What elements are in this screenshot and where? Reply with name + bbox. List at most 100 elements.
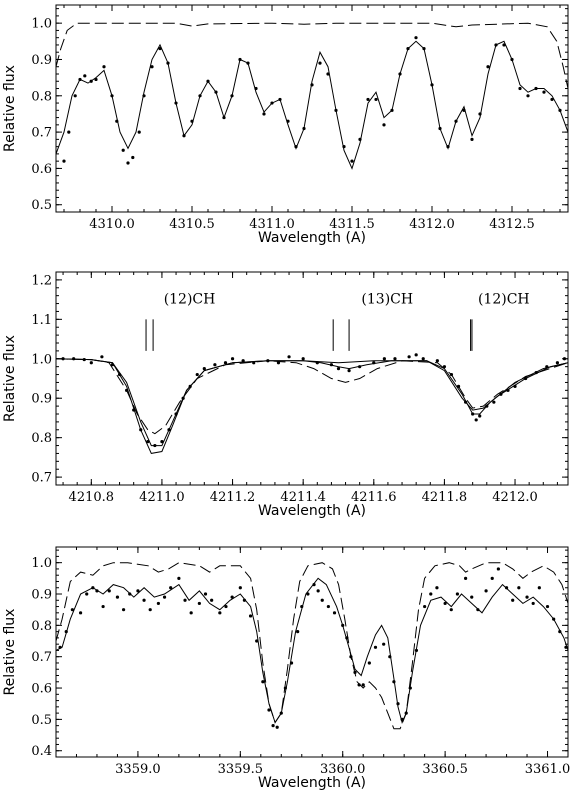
data-point [443, 601, 447, 606]
data-point [350, 159, 354, 163]
data-point [486, 65, 490, 69]
data-point [210, 598, 214, 602]
data-point [393, 357, 397, 361]
data-point [287, 355, 291, 359]
data-layer [56, 353, 568, 454]
data-point [484, 589, 488, 593]
x-tick-label: 3360.0 [320, 762, 366, 777]
data-point [542, 90, 546, 94]
data-point [423, 604, 427, 609]
data-point [202, 367, 206, 371]
data-point [203, 592, 208, 596]
model-line-solid [56, 40, 568, 170]
data-point [414, 36, 418, 40]
data-point [518, 86, 522, 91]
x-tick-label: 4310.0 [89, 217, 135, 232]
y-tick-label: 1.0 [31, 17, 52, 32]
data-point [496, 567, 500, 571]
y-tick-label: 0.8 [31, 619, 52, 634]
y-tick-label: 0.8 [31, 89, 52, 104]
data-point [107, 589, 111, 593]
data-point [517, 586, 521, 590]
data-point [470, 137, 474, 141]
data-point [169, 586, 173, 590]
y-tick-label: 0.9 [31, 588, 52, 603]
data-point [318, 61, 322, 65]
data-point [336, 367, 341, 371]
data-point [241, 359, 245, 363]
data-point [137, 130, 141, 134]
data-point [373, 645, 378, 649]
data-point [550, 97, 554, 102]
x-tick-label: 4211.4 [280, 490, 326, 505]
y-tick-label: 1.2 [31, 273, 52, 288]
data-point [511, 598, 515, 602]
plot-frame [55, 546, 569, 758]
data-point [435, 359, 439, 363]
data-point [67, 130, 71, 134]
data-point [70, 608, 74, 612]
data-point [332, 611, 337, 615]
panel-2: 4210.8 4211.0 4211.2 4211.4 4211.6 4211.8 4212… [2, 271, 569, 519]
data-point [162, 595, 167, 599]
data-point [131, 155, 135, 160]
data-point [320, 598, 324, 602]
data-point [361, 683, 365, 687]
y-tick-label: 0.9 [31, 392, 52, 407]
data-point [197, 601, 201, 606]
data-point [126, 161, 130, 165]
data-point [100, 355, 104, 359]
data-point [296, 630, 300, 634]
data-point [148, 608, 152, 612]
y-axis-label: Relative flux [2, 609, 18, 696]
data-point [449, 608, 453, 612]
data-point [366, 97, 370, 102]
data-point [271, 724, 275, 728]
x-tick-label: 3359.5 [218, 762, 264, 777]
y-tick-label: 0.7 [31, 471, 52, 486]
data-point [101, 604, 105, 609]
data-point [478, 414, 482, 418]
model-line-solid [56, 358, 568, 447]
x-tick-label: 4312.5 [489, 217, 535, 232]
x-tick-label: 3360.5 [422, 762, 468, 777]
data-point [555, 361, 560, 365]
data-point [562, 357, 567, 361]
y-tick-label: 0.6 [31, 682, 52, 697]
data-point [347, 369, 351, 373]
plot-frame [55, 271, 569, 486]
data-point [89, 361, 93, 365]
y-axis-label: Relative flux [2, 65, 18, 152]
data-point [261, 680, 265, 684]
data-point [150, 65, 154, 69]
x-tick-label: 4211.8 [422, 490, 468, 505]
x-tick-label: 4311.5 [329, 217, 375, 232]
data-point [238, 586, 242, 590]
data-point [492, 400, 496, 404]
data-point [121, 148, 125, 152]
x-axis-label: Wavelength (A) [258, 503, 366, 519]
x-tick-label: 4211.0 [139, 490, 185, 505]
x-tick-label: 4211.2 [210, 490, 256, 505]
y-tick-label: 0.8 [31, 431, 52, 446]
data-point [267, 708, 271, 712]
data-layer [56, 22, 568, 170]
data-point [407, 355, 411, 359]
data-point [275, 725, 279, 729]
line-annotation: (13)CH [361, 292, 413, 308]
data-point [230, 595, 234, 599]
x-tick-label: 3359.0 [115, 762, 161, 777]
x-tick-label: 4311.0 [249, 217, 295, 232]
data-point [367, 661, 371, 665]
data-point [73, 94, 77, 98]
data-point [301, 357, 305, 361]
x-axis-label: Wavelength (A) [258, 775, 366, 791]
x-tick-label: 3361.0 [525, 762, 571, 777]
data-point [537, 586, 541, 590]
data-point [525, 595, 529, 599]
y-tick-label: 0.9 [31, 53, 52, 68]
x-axis-label: Wavelength (A) [258, 230, 366, 246]
data-point [429, 592, 433, 596]
model-line-dashed [56, 562, 568, 730]
y-axis-label: Relative flux [2, 335, 18, 422]
